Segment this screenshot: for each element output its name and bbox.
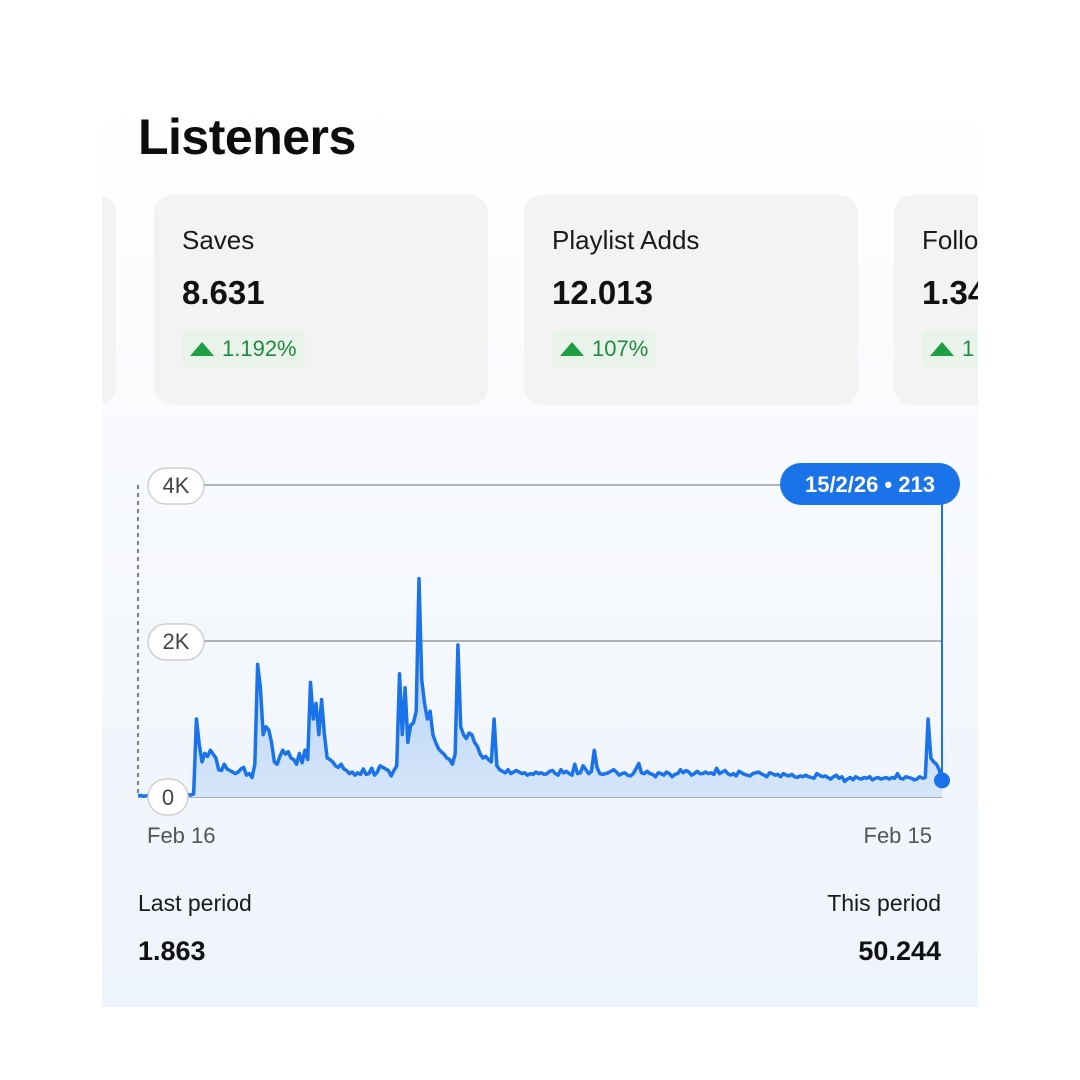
- x-end-label: Feb 15: [864, 823, 933, 848]
- series-area: [138, 578, 942, 797]
- stat-card-label: Followers: [922, 225, 978, 255]
- stat-card-value: 1.34: [922, 274, 978, 311]
- this-period-value: 50.244: [858, 936, 941, 966]
- stat-card-saves[interactable]: Saves 8.631 1.192%: [154, 195, 488, 405]
- page-title: Listeners: [138, 109, 356, 165]
- delta-badge: 1.192%: [182, 330, 305, 368]
- tooltip: 15/2/26 • 213: [780, 463, 960, 505]
- delta-value: 1: [962, 336, 975, 361]
- y-tick-2k: 2K: [147, 623, 205, 661]
- y-tick-4k: 4K: [147, 467, 205, 505]
- last-period-value: 1.863: [138, 936, 206, 966]
- x-start-label: Feb 16: [147, 823, 216, 848]
- delta-badge: 1: [922, 330, 978, 368]
- stat-card-offscreen[interactable]: [102, 195, 116, 405]
- listeners-chart[interactable]: 4K 2K 0 15/2/26 • 213 Feb 16 Feb 15: [102, 90, 978, 1007]
- delta-badge: 107%: [552, 330, 657, 368]
- arrow-up-icon: [560, 342, 584, 356]
- series-line: [138, 576, 944, 798]
- y-tick-label: 2K: [163, 629, 190, 654]
- stat-card-followers[interactable]: Followers 1.34 1: [894, 195, 978, 405]
- this-period-label: This period: [827, 890, 941, 916]
- last-period-label: Last period: [138, 890, 252, 916]
- stat-card-label: Playlist Adds: [552, 225, 700, 255]
- arrow-up-icon: [190, 342, 214, 356]
- stat-card-label: Saves: [182, 225, 255, 255]
- arrow-up-icon: [930, 342, 954, 356]
- y-tick-0: 0: [147, 778, 189, 816]
- stat-card-playlist-adds[interactable]: Playlist Adds 12.013 107%: [524, 195, 858, 405]
- y-tick-label: 4K: [163, 473, 190, 498]
- cursor-point[interactable]: [934, 772, 950, 789]
- stat-card-value: 12.013: [552, 274, 653, 311]
- listeners-panel: Listeners Saves 8.631 1.192% Playlist Ad…: [102, 90, 978, 1007]
- delta-value: 107%: [592, 336, 649, 361]
- delta-value: 1.192%: [222, 336, 297, 361]
- y-tick-label: 0: [162, 785, 174, 810]
- tooltip-text: 15/2/26 • 213: [805, 472, 935, 497]
- stat-card-value: 8.631: [182, 274, 265, 311]
